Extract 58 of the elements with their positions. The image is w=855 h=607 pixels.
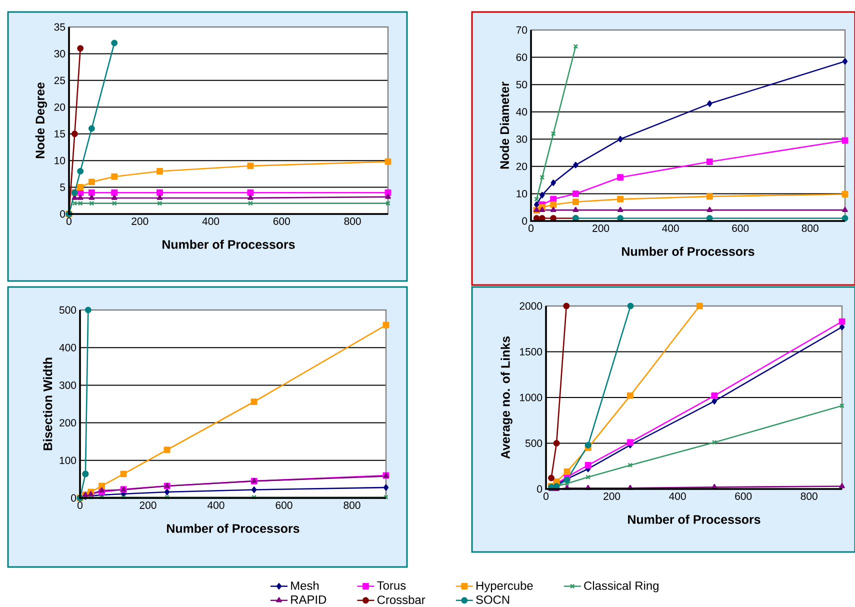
x-tick-label: 400 (202, 218, 220, 225)
y-tick-label: 30 (516, 135, 528, 143)
legend-label: Torus (377, 581, 406, 590)
y-tick-label: 100 (60, 456, 76, 464)
y-tick-label: 20 (516, 162, 528, 170)
x-tick-label: 200 (132, 218, 148, 225)
x-tick-label: 200 (592, 224, 610, 232)
x-tick-label: 600 (273, 218, 290, 225)
x-tick-label: 600 (732, 224, 749, 232)
x-tick-label: 400 (669, 492, 686, 500)
y-axis-title: Average no. of Links (500, 336, 512, 459)
y-tick-label: 500 (525, 440, 542, 447)
y-tick-label: 400 (59, 344, 76, 352)
legend-label: Mesh (291, 581, 319, 590)
y-tick-label: 50 (516, 80, 528, 88)
y-axis-title: Node Degree (35, 82, 48, 158)
legend-label: Hypercube (476, 581, 533, 592)
y-tick-label: 200 (60, 419, 76, 427)
x-tick-label: 200 (140, 502, 156, 509)
y-tick-label: 0 (60, 210, 66, 218)
y-tick-label: 20 (54, 103, 66, 111)
y-tick-label: 5 (60, 184, 66, 191)
y-tick-label: 30 (54, 50, 66, 58)
y-tick-label: 70 (516, 26, 528, 34)
x-tick-label: 200 (604, 492, 620, 500)
y-axis-title: Bisection Width (43, 358, 52, 450)
y-tick-label: 0 (537, 485, 542, 493)
y-axis-title: Node Diameter (500, 82, 510, 169)
x-axis-title: Number of Processors (628, 514, 760, 524)
x-tick-label: 800 (802, 224, 818, 232)
y-tick-label: 500 (59, 306, 76, 314)
x-tick-label: 600 (276, 502, 292, 509)
x-tick-label: 400 (208, 502, 224, 509)
y-tick-label: 35 (54, 23, 66, 31)
x-tick-label: 800 (800, 492, 818, 500)
y-tick-label: 2000 (520, 302, 542, 310)
x-tick-label: 800 (344, 218, 361, 225)
x-tick-label: 0 (544, 492, 549, 500)
x-tick-label: 600 (735, 492, 752, 500)
legend-label: Classical Ring (584, 581, 658, 592)
legend-label: RAPID (291, 596, 326, 604)
y-tick-label: 1500 (520, 348, 542, 356)
legend-label: Crossbar (377, 595, 426, 604)
y-tick-label: 15 (54, 130, 66, 138)
y-tick-label: 300 (59, 382, 76, 389)
x-tick-label: 800 (344, 502, 360, 509)
x-axis-title: Number of Processors (167, 524, 300, 533)
x-axis-title: Number of Processors (162, 240, 295, 249)
x-tick-label: 0 (77, 502, 82, 509)
y-tick-label: 10 (54, 156, 66, 164)
x-tick-label: 400 (662, 224, 679, 232)
y-tick-label: 25 (54, 76, 66, 84)
x-axis-title: Number of Processors (622, 246, 754, 256)
legend-label: SOCN (476, 595, 510, 604)
y-tick-label: 1000 (520, 394, 542, 402)
y-tick-label: 60 (516, 54, 528, 61)
y-tick-label: 40 (516, 108, 528, 116)
y-tick-label: 10 (516, 190, 528, 198)
